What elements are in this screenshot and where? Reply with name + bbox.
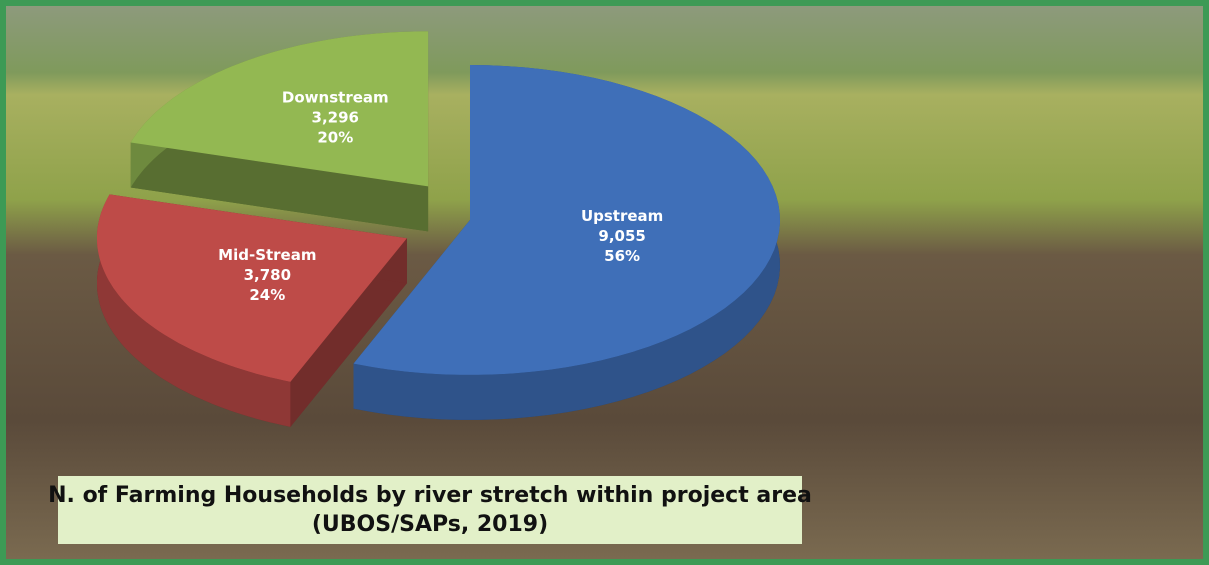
chart-subtitle: (UBOS/SAPs, 2019) bbox=[312, 512, 548, 537]
slice bbox=[130, 31, 429, 187]
title-box bbox=[58, 476, 802, 544]
slice-value-label: 9,055 bbox=[598, 227, 645, 245]
slice-share-label: 20% bbox=[317, 129, 353, 147]
slice-value-label: 3,296 bbox=[312, 109, 359, 127]
slice bbox=[97, 194, 407, 382]
slice-edge bbox=[130, 142, 429, 232]
slice-label: Upstream bbox=[581, 207, 663, 225]
slice-label: Mid-Stream bbox=[218, 246, 316, 264]
slice-share-label: 56% bbox=[604, 247, 640, 265]
slice-label: Downstream bbox=[282, 89, 389, 107]
slice bbox=[353, 65, 780, 375]
chart-title: N. of Farming Households by river stretc… bbox=[48, 483, 812, 508]
slice-edge bbox=[290, 238, 407, 427]
slice-side bbox=[353, 65, 780, 420]
slice-value-label: 3,780 bbox=[244, 266, 291, 284]
slice-side bbox=[97, 194, 291, 427]
pie: Upstream 9,055 56% Mid-Stream 3,780 24% Downst… bbox=[97, 31, 780, 427]
slice-share-label: 24% bbox=[249, 286, 285, 304]
